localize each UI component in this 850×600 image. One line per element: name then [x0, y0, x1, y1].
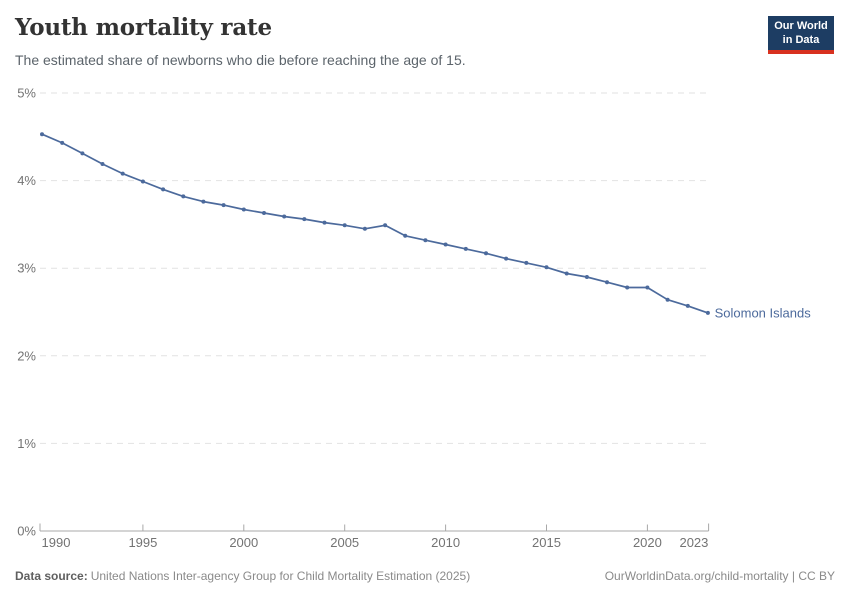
y-axis-tick-label: 0%: [17, 524, 36, 539]
license-link[interactable]: OurWorldinData.org/child-mortality | CC …: [604, 569, 835, 583]
y-axis-tick-label: 4%: [17, 173, 36, 188]
data-point[interactable]: [504, 256, 509, 261]
data-source-text: United Nations Inter-agency Group for Ch…: [90, 569, 471, 583]
data-point[interactable]: [564, 271, 569, 276]
data-point[interactable]: [322, 220, 327, 225]
chart-footer: Data source: United Nations Inter-agency …: [15, 569, 835, 583]
x-axis-tick-label: 2000: [229, 535, 258, 550]
data-line[interactable]: [41, 133, 709, 314]
data-point[interactable]: [383, 223, 388, 228]
data-point[interactable]: [201, 199, 206, 204]
page-title: Youth mortality rate: [15, 14, 272, 41]
data-point[interactable]: [423, 238, 428, 243]
data-point[interactable]: [403, 233, 408, 238]
data-point[interactable]: [443, 242, 448, 247]
chart-svg: 0% 1% 2% 3% 4% 5% 1990 1995 2000 2005 2010 2015 2020…: [17, 86, 812, 551]
x-axis-tick-label: 2023: [679, 535, 708, 550]
data-point[interactable]: [120, 171, 125, 176]
owid-logo-line1: Our World: [774, 20, 828, 32]
data-point[interactable]: [80, 151, 85, 156]
y-axis-tick-label: 2%: [17, 348, 36, 363]
data-point[interactable]: [705, 310, 710, 315]
data-point[interactable]: [140, 179, 145, 184]
owid-logo-line2: in Data: [782, 34, 820, 47]
data-point[interactable]: [161, 187, 166, 192]
data-point[interactable]: [221, 203, 226, 208]
data-point[interactable]: [342, 223, 347, 228]
data-point[interactable]: [665, 297, 670, 302]
data-point[interactable]: [685, 303, 690, 308]
data-point[interactable]: [625, 285, 630, 290]
series-end-label[interactable]: Solomon Islands: [715, 305, 812, 320]
data-point[interactable]: [181, 194, 186, 199]
data-point[interactable]: [241, 207, 246, 212]
data-point[interactable]: [463, 246, 468, 251]
x-axis-tick-label: 2015: [532, 535, 561, 550]
x-axis-tick-label: 2020: [633, 535, 662, 550]
data-point[interactable]: [544, 265, 549, 270]
x-axis-tick-label: 1995: [128, 535, 157, 550]
data-point[interactable]: [302, 217, 307, 222]
y-axis-tick-label: 1%: [17, 436, 36, 451]
data-point[interactable]: [605, 280, 609, 285]
x-axis-tick-label: 1990: [42, 535, 71, 550]
chart-subtitle: The estimated share of newborns who die …: [15, 52, 466, 68]
y-axis-tick-label: 3%: [17, 261, 36, 276]
data-point[interactable]: [584, 275, 589, 279]
x-axis-tick-label: 2005: [330, 535, 359, 550]
data-point[interactable]: [262, 211, 266, 215]
data-point[interactable]: [484, 251, 488, 256]
data-point[interactable]: [40, 132, 44, 137]
data-point[interactable]: [645, 285, 650, 290]
data-point[interactable]: [362, 226, 367, 231]
data-source-label: Data source:: [15, 569, 88, 583]
owid-logo[interactable]: Our World in Data: [768, 16, 834, 55]
data-point[interactable]: [60, 140, 65, 145]
y-axis-tick-label: 5%: [17, 86, 36, 101]
x-axis-tick-label: 2010: [431, 535, 460, 550]
data-point[interactable]: [100, 162, 105, 166]
data-point[interactable]: [282, 214, 287, 219]
data-point[interactable]: [524, 260, 529, 265]
data-source: Data source: United Nations Inter-agency …: [15, 569, 470, 583]
